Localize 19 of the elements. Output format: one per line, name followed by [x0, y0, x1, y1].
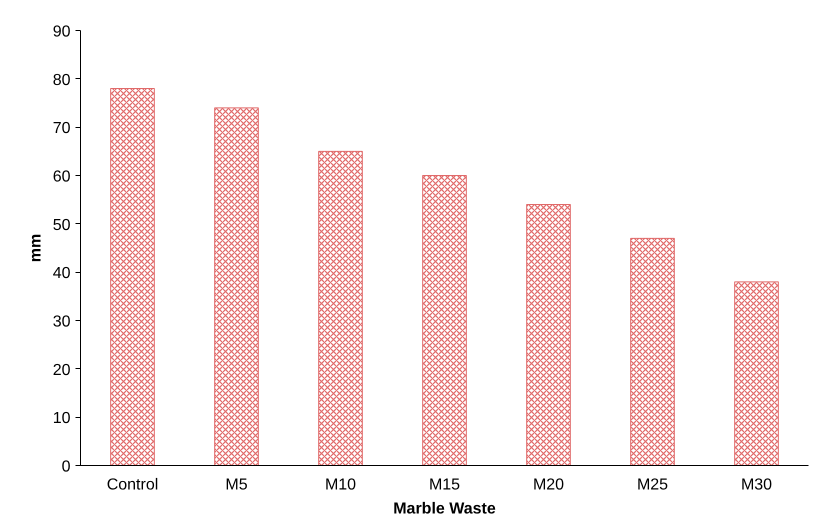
y-tick-label: 60: [52, 168, 71, 186]
y-tick-label: 50: [52, 216, 71, 234]
x-tick-label: Control: [106, 476, 158, 494]
y-axis-title: mm: [28, 234, 45, 262]
x-axis-title: Marble Waste: [393, 500, 496, 518]
x-tick-label: M30: [740, 476, 772, 494]
x-tick-label: M15: [428, 476, 460, 494]
y-tick-label: 80: [52, 72, 71, 89]
y-tick-label: 30: [52, 314, 71, 330]
x-tick-label: M10: [324, 476, 356, 494]
y-tick-label: 10: [52, 410, 71, 428]
y-tick-label: 0: [62, 458, 71, 476]
y-tick-label: 40: [52, 265, 71, 282]
y-tick-label: 70: [52, 120, 71, 138]
x-tick-label: M5: [225, 476, 248, 494]
y-tick-label: 20: [52, 362, 71, 379]
y-tick-label: 90: [52, 24, 71, 40]
x-tick-label: M20: [532, 476, 564, 494]
x-tick-label: M25: [636, 476, 668, 494]
